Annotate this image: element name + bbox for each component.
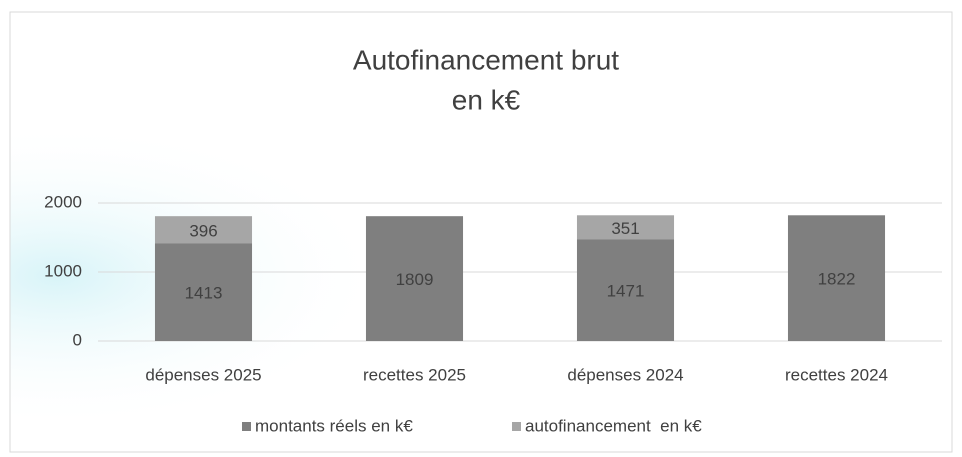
bar-segment (365, 216, 464, 341)
legend-swatch (512, 422, 521, 431)
bar-segment (154, 216, 253, 244)
legend-label: montants réels en k€ (255, 416, 413, 435)
bar-segment (576, 215, 675, 240)
data-label: 1413 (185, 284, 223, 303)
data-label: 1822 (818, 270, 856, 289)
y-tick-label: 2000 (44, 192, 82, 211)
data-label: 1471 (607, 282, 645, 301)
legend-label: autofinancement en k€ (525, 416, 702, 435)
bar-segment (154, 243, 253, 341)
chart-subtitle: en k€ (452, 84, 521, 115)
data-label: 1809 (396, 270, 434, 289)
y-tick-label: 0 (73, 330, 82, 349)
bar-segment (787, 215, 886, 341)
x-tick-label: recettes 2025 (363, 365, 466, 384)
x-tick-label: dépenses 2024 (567, 365, 683, 384)
y-tick-label: 1000 (44, 261, 82, 280)
legend-swatch (242, 422, 251, 431)
chart-title: Autofinancement brut (353, 44, 619, 75)
x-tick-label: dépenses 2025 (145, 365, 261, 384)
data-label: 396 (189, 221, 217, 240)
x-tick-label: recettes 2024 (785, 365, 888, 384)
data-label: 351 (611, 219, 639, 238)
bar-segment (576, 239, 675, 341)
